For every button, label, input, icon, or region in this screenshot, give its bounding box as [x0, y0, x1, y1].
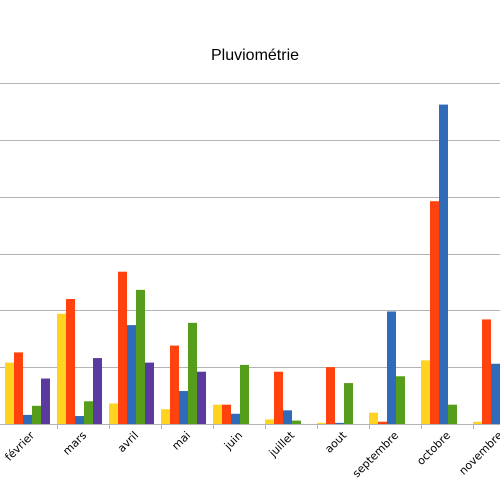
bar-novembre-0 [473, 421, 482, 424]
bar-octobre-3 [448, 404, 457, 424]
bar-juin-2 [231, 413, 240, 424]
bar-septembre-1 [378, 421, 387, 424]
bar-mars-4 [93, 358, 102, 424]
x-tick-label-septembre: septembre [350, 429, 401, 480]
x-tick-label-octobre: octobre [414, 429, 453, 468]
bar-mai-3 [188, 322, 197, 424]
bar-octobre-1 [430, 201, 439, 424]
bar-février-1 [14, 352, 23, 424]
bar-novembre-2 [491, 363, 500, 424]
bar-juillet-0 [265, 419, 274, 424]
bar-avril-3 [136, 289, 145, 424]
bar-février-4 [41, 378, 50, 424]
bar-octobre-0 [421, 360, 430, 424]
bar-mars-2 [75, 416, 84, 424]
bar-juin-0 [213, 404, 222, 424]
bar-mars-3 [84, 401, 93, 424]
bar-mai-0 [161, 409, 170, 424]
bar-mai-1 [170, 345, 179, 424]
bar-février-0 [5, 362, 14, 424]
bar-octobre-2 [439, 104, 448, 424]
chart-title: Pluviométrie [210, 47, 300, 64]
x-tick-label-novembre: novembre [457, 429, 500, 478]
x-tick-label-février: février [2, 429, 37, 464]
bar-aout-0 [317, 422, 326, 424]
bar-aout-2 [335, 422, 344, 424]
bar-novembre-1 [482, 319, 491, 424]
bar-février-3 [32, 405, 41, 424]
bar-février-2 [23, 414, 32, 424]
bar-mars-1 [66, 298, 75, 424]
bar-mai-2 [179, 391, 188, 424]
bar-juillet-2 [283, 410, 292, 424]
x-tick-label-juillet: juillet [266, 428, 298, 460]
x-tick-label-avril: avril [115, 429, 141, 455]
bar-avril-4 [145, 362, 154, 424]
x-tick-label-juin: juin [221, 429, 245, 453]
bar-juin-1 [222, 404, 231, 424]
x-tick-label-mai: mai [169, 429, 193, 453]
bar-mai-4 [197, 371, 206, 424]
x-tick-label-aout: aout [322, 428, 349, 455]
bar-septembre-3 [396, 376, 405, 424]
bar-septembre-0 [369, 412, 378, 424]
bar-aout-3 [344, 383, 353, 424]
bar-avril-2 [127, 325, 136, 424]
bar-juillet-3 [292, 420, 301, 424]
x-tick-label-mars: mars [60, 429, 89, 458]
bar-juin-3 [240, 364, 249, 424]
bar-mars-0 [57, 313, 66, 424]
bar-avril-0 [109, 403, 118, 424]
bar-avril-1 [118, 271, 127, 424]
bar-juillet-1 [274, 371, 283, 424]
bar-septembre-2 [387, 311, 396, 424]
bar-aout-1 [326, 367, 335, 424]
